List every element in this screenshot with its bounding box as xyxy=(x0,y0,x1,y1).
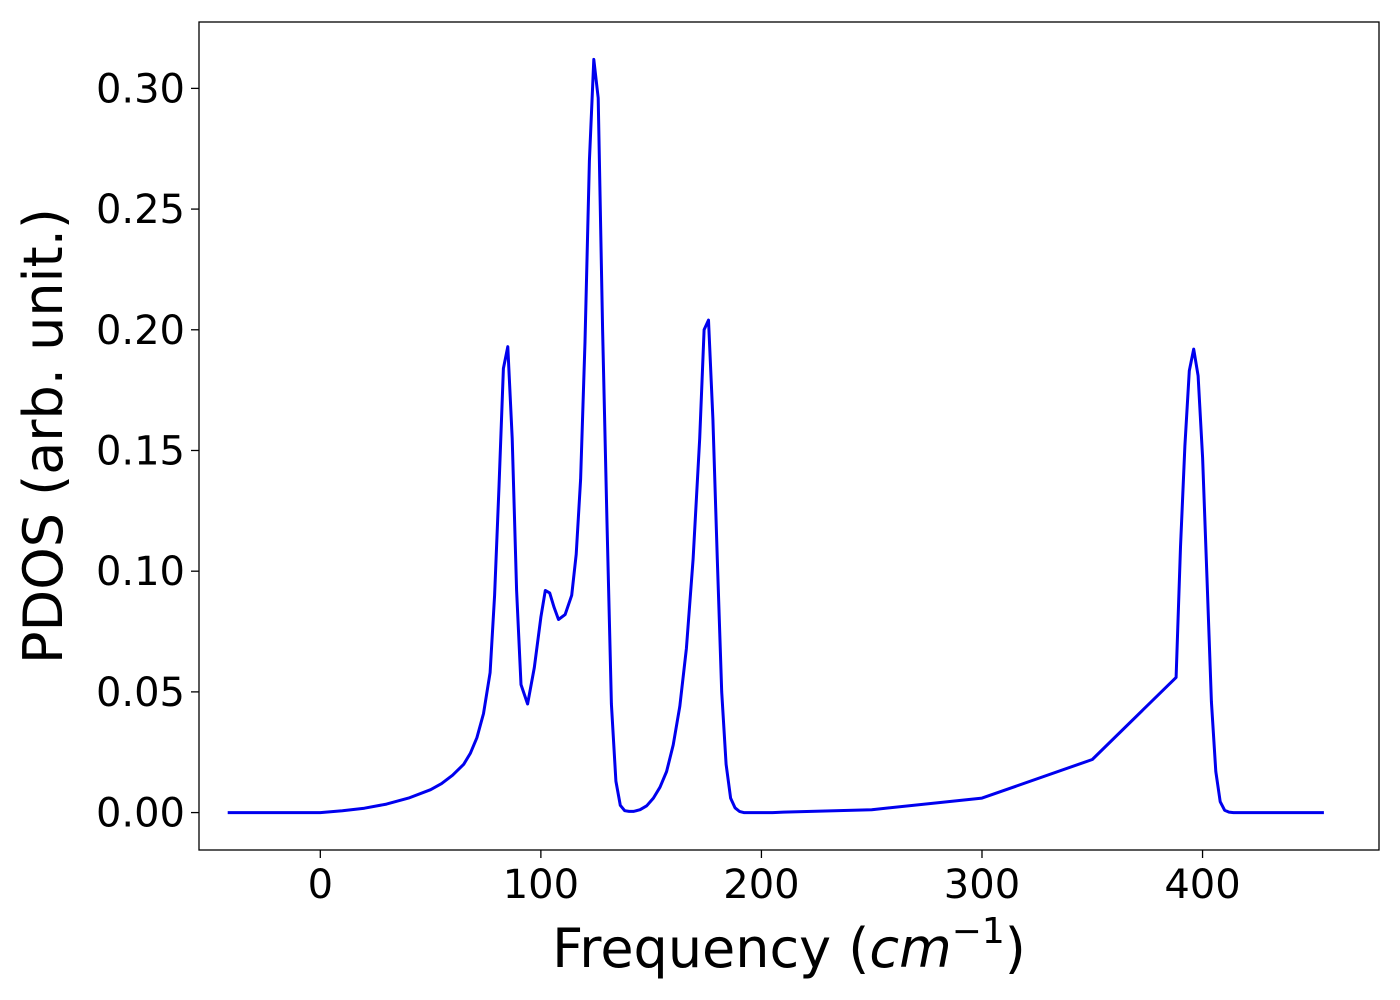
y-tick-label: 0.15 xyxy=(96,428,185,474)
y-tick-label: 0.10 xyxy=(96,549,185,595)
x-axis-ticks: 0 100 200 300 400 xyxy=(308,850,1241,908)
y-tick-label: 0.20 xyxy=(96,308,185,354)
x-axis-unit: cm xyxy=(869,917,951,980)
series-line-pdos xyxy=(227,57,1324,815)
y-axis-ticks: 0.00 0.05 0.10 0.15 0.20 0.25 0.30 xyxy=(96,66,199,837)
y-tick-label: 0.25 xyxy=(96,187,185,233)
x-tick-label: 100 xyxy=(503,862,579,908)
y-tick-label: 0.30 xyxy=(96,66,185,112)
plot-area xyxy=(198,21,1380,851)
y-tick-label: 0.00 xyxy=(96,791,185,837)
y-axis-title: PDOS (arb. unit.) xyxy=(12,208,75,664)
x-axis-unit-exponent: −1 xyxy=(952,911,1005,952)
y-tick-label: 0.05 xyxy=(96,670,185,716)
x-tick-label: 400 xyxy=(1164,862,1240,908)
x-tick-label: 0 xyxy=(308,862,333,908)
x-tick-label: 300 xyxy=(944,862,1020,908)
x-axis-title-text: Frequency xyxy=(552,917,831,980)
x-tick-label: 200 xyxy=(723,862,799,908)
x-axis-title: Frequency (cm−1) xyxy=(552,911,1026,980)
